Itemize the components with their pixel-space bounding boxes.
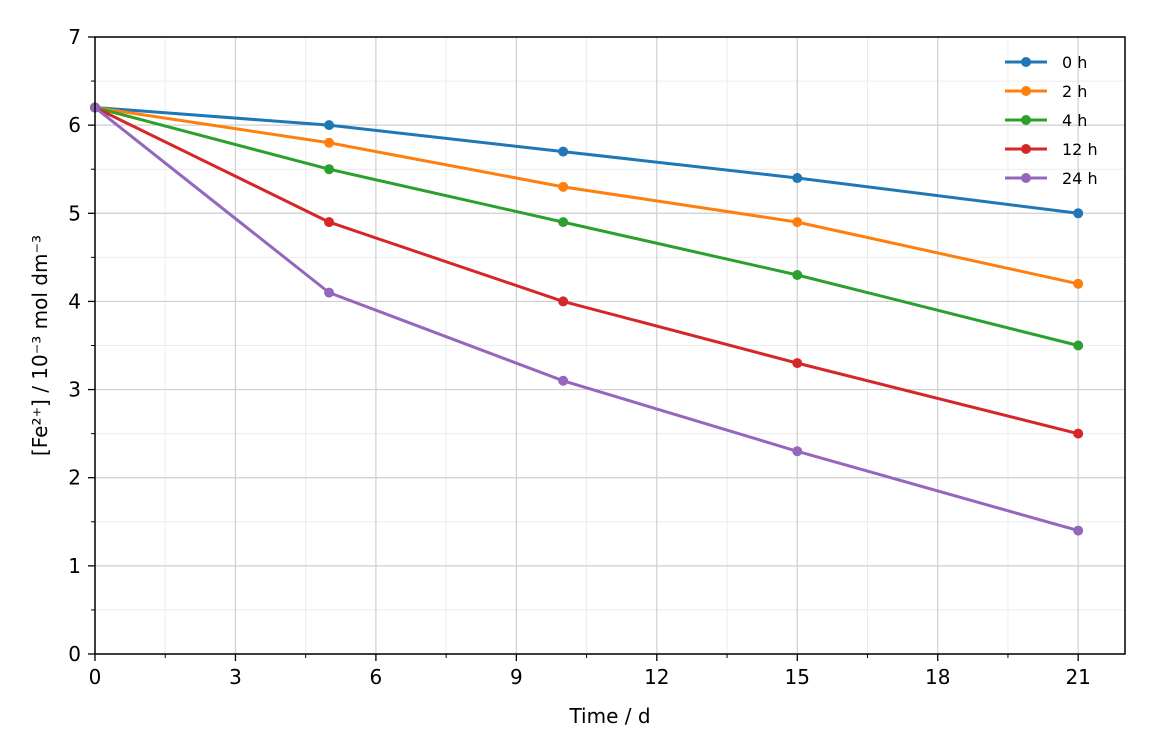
data-point	[1073, 428, 1084, 439]
series-group	[90, 102, 1084, 536]
data-point	[792, 446, 803, 457]
data-point	[792, 217, 803, 228]
data-point	[324, 287, 335, 298]
legend-label: 24 h	[1062, 169, 1098, 188]
data-point	[324, 120, 335, 131]
y-tick-label: 6	[68, 113, 81, 137]
y-axis-label: [Fe²⁺] / 10⁻³ mol dm⁻³	[28, 235, 52, 456]
data-point	[1073, 340, 1084, 351]
legend: 0 h 2 h 4 h 12 h 24 h	[1005, 53, 1098, 188]
x-tick-label: 21	[1065, 665, 1090, 689]
data-point	[558, 296, 569, 307]
legend-marker	[1021, 173, 1031, 183]
data-point	[1073, 208, 1084, 219]
legend-label: 0 h	[1062, 53, 1087, 72]
y-tick-label: 2	[68, 466, 81, 490]
y-tick-label: 4	[68, 289, 81, 313]
data-point	[324, 217, 335, 228]
y-tick-label: 5	[68, 201, 81, 225]
legend-label: 4 h	[1062, 111, 1087, 130]
x-tick-label: 15	[785, 665, 810, 689]
legend-label: 12 h	[1062, 140, 1098, 159]
y-tick-label: 1	[68, 554, 81, 578]
x-tick-label: 12	[644, 665, 669, 689]
data-point	[324, 164, 335, 175]
x-axis-label: Time / d	[568, 704, 650, 728]
y-tick-label: 3	[68, 378, 81, 402]
legend-marker	[1021, 57, 1031, 67]
data-point	[792, 269, 803, 280]
data-point	[558, 146, 569, 157]
legend-marker	[1021, 86, 1031, 96]
data-point	[558, 375, 569, 386]
x-tick-label: 18	[925, 665, 950, 689]
x-tick-label: 0	[89, 665, 102, 689]
y-tick-label: 0	[68, 642, 81, 666]
data-point	[1073, 525, 1084, 536]
data-point	[792, 173, 803, 184]
y-tick-label: 7	[68, 25, 81, 49]
data-point	[792, 358, 803, 369]
data-point	[558, 181, 569, 192]
x-tick-label: 6	[370, 665, 383, 689]
legend-marker	[1021, 115, 1031, 125]
data-point	[324, 137, 335, 148]
data-point	[1073, 278, 1084, 289]
data-point	[558, 217, 569, 228]
legend-marker	[1021, 144, 1031, 154]
x-tick-label: 9	[510, 665, 523, 689]
legend-label: 2 h	[1062, 82, 1087, 101]
x-tick-label: 3	[229, 665, 242, 689]
